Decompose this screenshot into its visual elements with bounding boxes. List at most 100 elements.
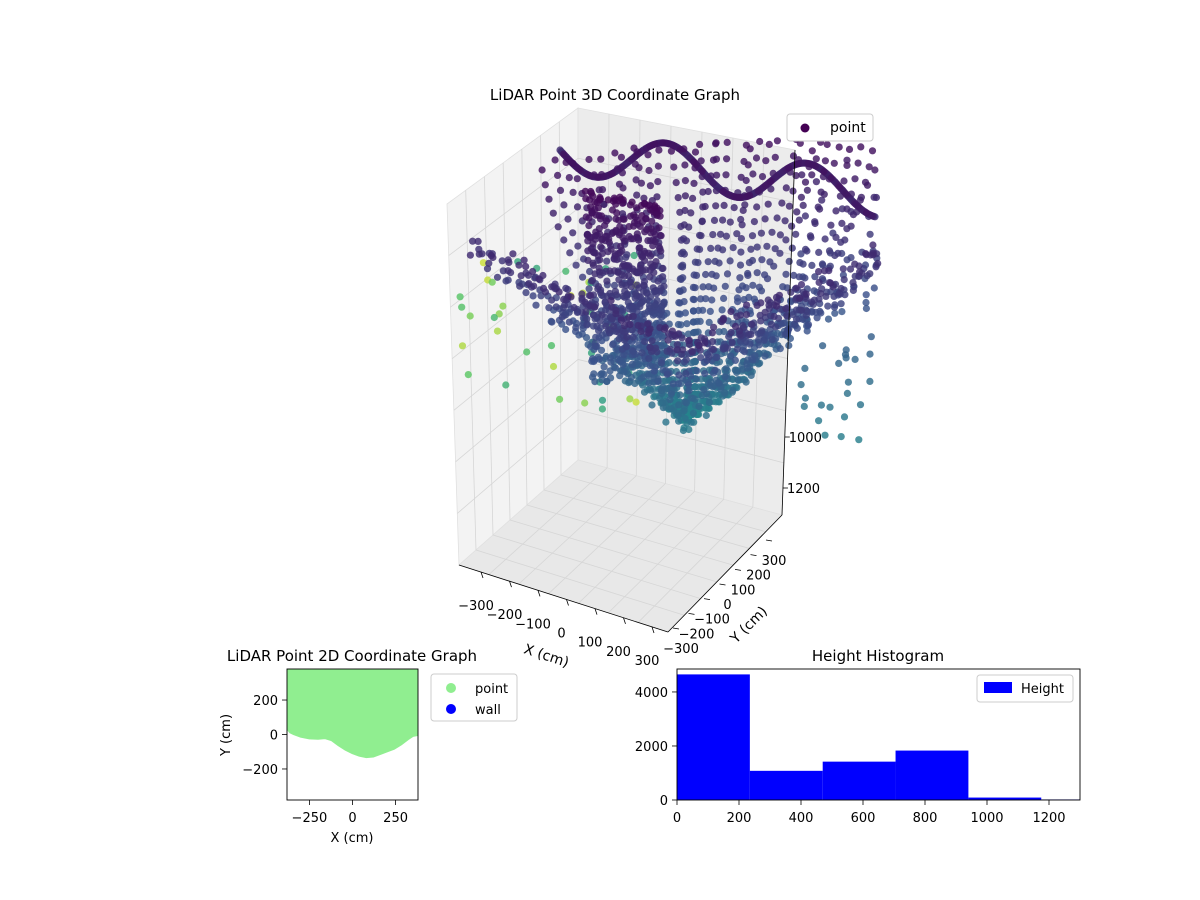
cloud-point (515, 261, 523, 269)
cloud-point (709, 338, 717, 346)
cloud-point (595, 186, 603, 194)
grid-line (578, 491, 695, 604)
cloud-point (562, 267, 570, 275)
cloud-point (722, 232, 731, 240)
cloud-point (693, 367, 701, 375)
cloud-point (611, 149, 619, 157)
cloud-point (588, 276, 597, 284)
cloud-point (773, 137, 782, 145)
cloud-point (618, 169, 627, 177)
y-tick-label-2d: −200 (242, 763, 278, 778)
cloud-point (667, 405, 675, 413)
cloud-point (704, 258, 712, 266)
cloud-point (795, 216, 803, 224)
cloud-point (618, 210, 627, 218)
cloud-point (549, 209, 557, 217)
cloud-point (606, 354, 615, 362)
cloud-point (782, 305, 790, 313)
cloud-point (505, 258, 513, 266)
cloud-point (674, 320, 683, 329)
cloud-point (755, 336, 763, 344)
cloud-point (598, 405, 607, 413)
cloud-point (685, 337, 693, 345)
cloud-point (734, 298, 742, 306)
grid-line (548, 483, 666, 595)
cloud-point (690, 296, 698, 304)
cloud-point (529, 292, 537, 300)
cloud-point (832, 207, 840, 215)
cloud-point (815, 248, 823, 256)
cloud-point (822, 292, 830, 300)
cloud-point (771, 245, 779, 253)
cloud-point (662, 418, 670, 426)
cloud-point (595, 211, 603, 220)
legend-histogram: Height (976, 674, 1074, 703)
cloud-point (654, 377, 662, 386)
cloud-point (545, 304, 553, 312)
cloud-point (798, 171, 806, 179)
cloud-point (569, 159, 577, 168)
cloud-point (840, 177, 848, 185)
y-axis-label-3d: Y (cm) (727, 604, 771, 648)
chart-histogram: Height Histogram 0 200 400 600 800 1000 1200 0 2… (635, 647, 1081, 826)
cloud-point (602, 217, 611, 225)
cloud-point (689, 194, 697, 202)
cloud-point (674, 194, 682, 202)
cloud-point (683, 320, 691, 328)
cloud-point (810, 287, 818, 295)
cloud-point (583, 170, 591, 178)
cloud-point (689, 409, 698, 417)
legend-3d-label: point (830, 120, 866, 136)
cloud-point (648, 401, 656, 409)
cloud-point (840, 276, 848, 284)
cloud-point (720, 201, 728, 209)
cloud-point (646, 362, 654, 370)
cloud-point (677, 262, 685, 271)
cloud-point (808, 171, 816, 179)
cloud-point (607, 374, 615, 382)
cloud-point (710, 216, 719, 224)
cloud-point (676, 391, 684, 399)
cloud-point (801, 394, 810, 402)
cloud-point (551, 156, 559, 164)
cloud-point (677, 222, 685, 231)
x-tick-label-histogram: 200 (727, 811, 752, 826)
x-tick (594, 608, 598, 615)
y-tick (750, 554, 757, 557)
cloud-point (817, 289, 825, 298)
cloud-point (697, 354, 705, 362)
cloud-point (770, 312, 778, 321)
cloud-point (628, 360, 636, 368)
cloud-point (697, 157, 705, 165)
cloud-point (719, 315, 727, 323)
cloud-point (750, 295, 759, 303)
cloud-point (766, 258, 774, 266)
cloud-point (736, 261, 745, 269)
cloud-point (779, 283, 787, 291)
cloud-point (554, 171, 562, 179)
cloud-point (737, 235, 746, 243)
cloud-point (733, 368, 741, 376)
cloud-point (843, 156, 851, 164)
cloud-point (767, 320, 776, 328)
grid-line (451, 258, 579, 360)
cloud-point (642, 266, 650, 274)
cloud-point (660, 282, 668, 290)
y-tick-label: 0 (723, 598, 731, 613)
cloud-point (742, 311, 751, 319)
x-tick-label-2d: 250 (383, 811, 408, 826)
cloud-point (612, 215, 620, 223)
cloud-point (675, 330, 683, 338)
cloud-point (667, 390, 675, 398)
cloud-point (617, 153, 626, 161)
x-tick (509, 581, 512, 588)
cloud-point (562, 158, 570, 166)
cloud-point (731, 356, 740, 364)
cloud-point (585, 222, 593, 230)
cloud-point (550, 283, 558, 291)
cloud-point (741, 201, 749, 209)
cloud-point (736, 193, 744, 202)
cloud-point (652, 258, 660, 266)
cloud-point (722, 365, 730, 373)
cloud-point (721, 282, 729, 290)
